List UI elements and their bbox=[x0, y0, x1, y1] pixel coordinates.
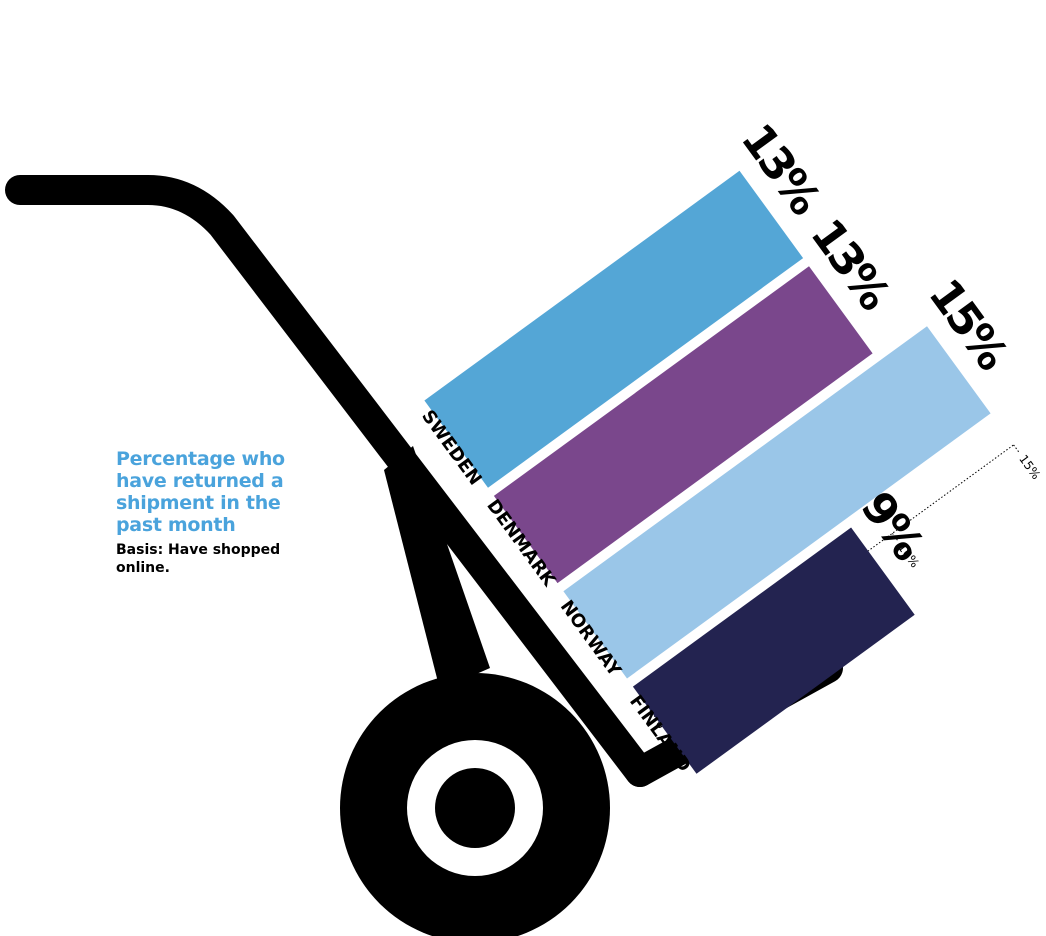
truck-strut bbox=[384, 446, 490, 690]
truck-handle bbox=[5, 175, 655, 787]
axis-tick bbox=[1013, 444, 1020, 454]
bar-finland bbox=[632, 527, 915, 774]
bar-sweden bbox=[424, 170, 804, 488]
chart-title: Percentage who have returned a shipment … bbox=[116, 448, 285, 536]
chart-subtitle: Basis: Have shopped online. bbox=[116, 542, 281, 576]
chart-caption: Percentage who have returned a shipment … bbox=[116, 448, 326, 577]
hand-truck-illustration bbox=[5, 175, 843, 936]
bar-denmark bbox=[493, 266, 873, 584]
truck-wheel-hub bbox=[435, 768, 515, 848]
tick-label: 15% bbox=[1016, 452, 1043, 482]
bar-norway bbox=[563, 326, 991, 679]
axis-tick bbox=[891, 533, 899, 542]
